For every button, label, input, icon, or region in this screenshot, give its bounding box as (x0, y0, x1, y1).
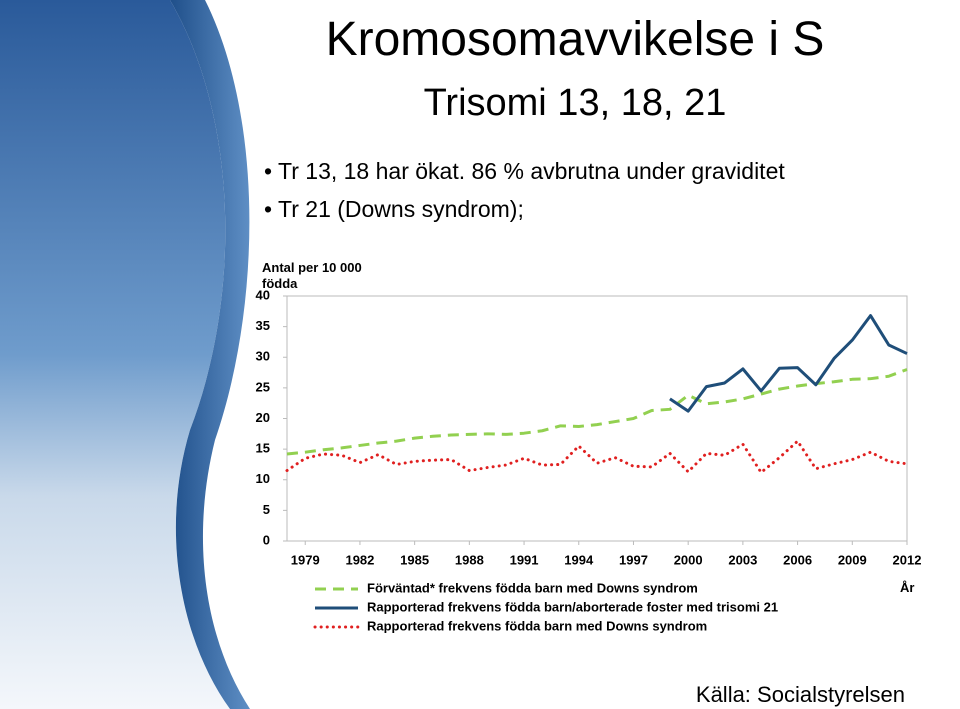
series-line (669, 314, 908, 413)
slide-title: Kromosomavvikelse i S (325, 13, 825, 66)
series-line (285, 439, 909, 474)
bullet-text: Tr 21 (Downs syndrom); (278, 196, 524, 222)
x-tick-label: 2000 (674, 552, 703, 567)
legend-label: Förväntad* frekvens födda barn med Downs… (367, 580, 698, 595)
x-tick-label: 1991 (510, 552, 539, 567)
x-tick-label: 1994 (564, 552, 594, 567)
x-tick-label: 2009 (838, 552, 867, 567)
x-tick-label: 1988 (455, 552, 484, 567)
x-tick-label: 1997 (619, 552, 648, 567)
y-tick-label: 10 (256, 471, 270, 486)
bullet: • Tr 21 (Downs syndrom); (264, 196, 524, 222)
bullet: • Tr 13, 18 har ökat. 86 % avbrutna unde… (264, 158, 785, 184)
y-tick-label: 15 (256, 441, 270, 456)
x-tick-label: 2006 (783, 552, 812, 567)
legend-label: Rapporterad frekvens födda barn med Down… (367, 618, 707, 633)
y-tick-label: 40 (256, 287, 270, 302)
x-tick-label: 2012 (893, 552, 922, 567)
decor-band (170, 0, 250, 709)
x-tick-label: 2003 (728, 552, 757, 567)
x-axis-label: År (900, 580, 915, 595)
x-tick-label: 1985 (400, 552, 429, 567)
source: Källa: Socialstyrelsen (695, 682, 905, 707)
y-tick-label: 35 (256, 318, 270, 333)
plot-area (286, 295, 908, 542)
bullet-text: Tr 13, 18 har ökat. 86 % avbrutna under … (278, 158, 785, 184)
x-tick-label: 1982 (345, 552, 374, 567)
y-tick-label: 5 (263, 502, 270, 517)
y-tick-label: 20 (256, 410, 270, 425)
legend-label: Rapporterad frekvens födda barn/abortera… (367, 599, 778, 614)
background-image (0, 0, 230, 709)
x-tick-label: 1979 (291, 552, 320, 567)
y-tick-label: 0 (263, 532, 270, 547)
y-tick-label: 30 (256, 349, 270, 364)
slide-subtitle: Trisomi 13, 18, 21 (423, 82, 727, 124)
y-axis-label: Antal per 10 000 födda (262, 260, 362, 291)
y-tick-label: 25 (256, 379, 270, 394)
series-line (286, 368, 908, 456)
